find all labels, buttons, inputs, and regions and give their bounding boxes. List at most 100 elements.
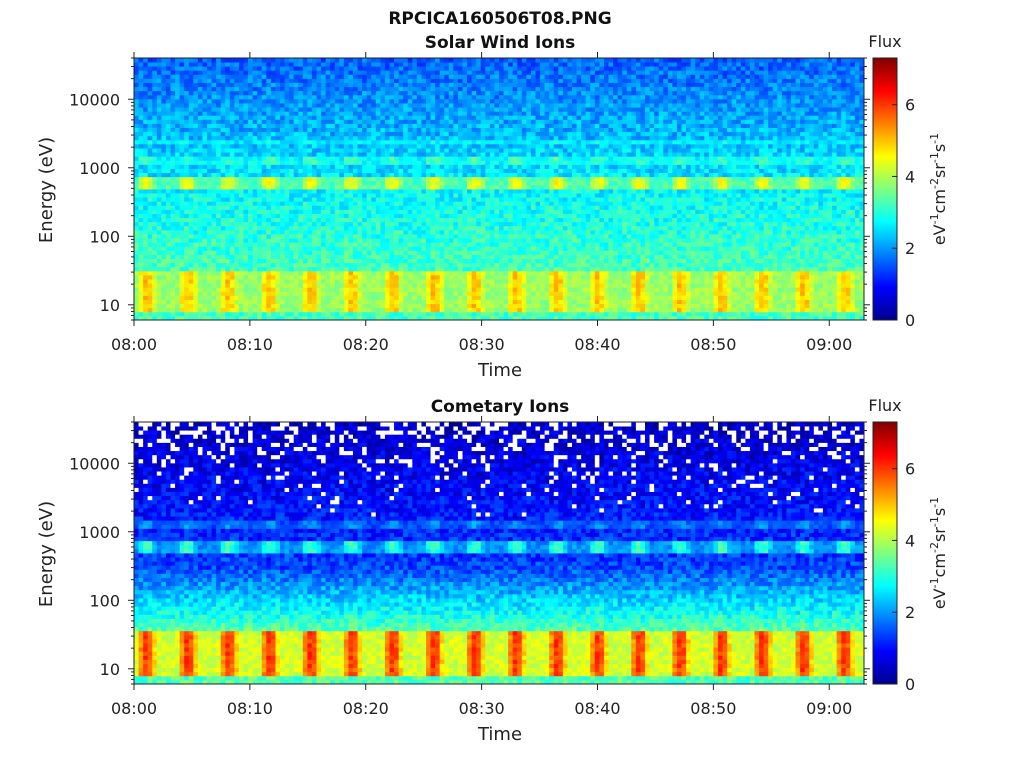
heatmap-cell	[526, 295, 532, 300]
heatmap-cell	[353, 258, 358, 264]
heatmap-cell	[859, 225, 865, 231]
heatmap-cell	[298, 250, 304, 255]
heatmap-cell	[672, 274, 678, 280]
heatmap-cell	[603, 201, 609, 206]
heatmap-cell	[448, 315, 454, 321]
heatmap-cell	[640, 303, 646, 309]
heatmap-cell	[398, 258, 404, 264]
heatmap-cell	[179, 217, 185, 223]
heatmap-cell	[403, 213, 409, 219]
heatmap-cell	[448, 229, 454, 235]
heatmap-cell	[699, 246, 705, 251]
heatmap-cell	[394, 283, 400, 288]
heatmap-cell	[781, 213, 787, 219]
heatmap-cell	[471, 291, 477, 296]
heatmap-cell	[152, 303, 158, 309]
heatmap-cell	[211, 266, 217, 272]
heatmap-cell	[471, 197, 477, 202]
heatmap-cell	[663, 205, 669, 210]
heatmap-cell	[152, 262, 158, 268]
heatmap-cell	[375, 279, 381, 284]
heatmap-cell	[467, 234, 473, 239]
heatmap-cell	[576, 254, 582, 259]
heatmap-cell	[667, 234, 673, 239]
heatmap-cell	[859, 279, 865, 284]
heatmap-cell	[175, 242, 181, 247]
heatmap-cell	[809, 270, 815, 276]
heatmap-cell	[316, 299, 322, 305]
heatmap-cell	[585, 209, 591, 214]
heatmap-cell	[161, 250, 167, 255]
heatmap-cell	[330, 270, 336, 276]
heatmap-cell	[590, 197, 596, 202]
heatmap-cell	[161, 279, 167, 284]
heatmap-cell	[334, 254, 340, 259]
heatmap-cell	[572, 258, 577, 264]
heatmap-cell	[672, 287, 678, 292]
heatmap-cell	[165, 254, 171, 259]
heatmap-cell	[731, 213, 737, 219]
heatmap-cell	[800, 262, 806, 268]
heatmap-cell	[485, 254, 491, 259]
heatmap-cell	[795, 213, 801, 219]
heatmap-cell	[444, 258, 450, 264]
heatmap-cell	[617, 229, 623, 235]
heatmap-cell	[631, 291, 637, 296]
heatmap-cell	[708, 238, 714, 243]
heatmap-cell	[567, 315, 573, 321]
heatmap-cell	[448, 287, 454, 292]
heatmap-cell	[348, 209, 354, 214]
heatmap-cell	[713, 315, 719, 321]
heatmap-cell	[512, 262, 518, 268]
heatmap-cell	[845, 311, 851, 317]
heatmap-cell	[672, 303, 678, 309]
heatmap-cell	[854, 217, 860, 223]
heatmap-cell	[266, 279, 272, 284]
heatmap-cell	[398, 307, 404, 313]
heatmap-cell	[325, 238, 331, 243]
heatmap-cell	[722, 299, 728, 305]
heatmap-cell	[480, 238, 486, 243]
heatmap-cell	[749, 225, 755, 231]
heatmap-cell	[626, 283, 632, 288]
heatmap-cell	[535, 242, 541, 247]
heatmap-cell	[207, 266, 212, 272]
heatmap-cell	[252, 209, 258, 214]
heatmap-cell	[398, 262, 404, 268]
heatmap-cell	[640, 270, 646, 276]
heatmap-cell	[585, 274, 591, 280]
heatmap-cell	[188, 270, 194, 276]
heatmap-cell	[676, 209, 682, 214]
heatmap-cell	[818, 250, 824, 255]
heatmap-cell	[156, 193, 162, 198]
heatmap-cell	[786, 311, 792, 317]
heatmap-cell	[494, 246, 500, 251]
heatmap-cell	[654, 205, 660, 210]
heatmap-cell	[453, 229, 459, 235]
heatmap-cell	[307, 193, 313, 198]
heatmap-cell	[243, 287, 249, 292]
heatmap-cell	[444, 287, 450, 292]
heatmap-cell	[654, 295, 660, 300]
heatmap-cell	[339, 307, 345, 313]
heatmap-cell	[138, 246, 144, 251]
heatmap-cell	[476, 205, 482, 210]
heatmap-cell	[617, 299, 623, 305]
heatmap-cell	[184, 250, 190, 255]
heatmap-cell	[567, 205, 573, 210]
heatmap-cell	[499, 270, 504, 276]
heatmap-cell	[804, 299, 810, 305]
heatmap-cell	[699, 266, 705, 272]
heatmap-cell	[640, 266, 646, 272]
heatmap-cell	[576, 311, 582, 317]
heatmap-cell	[526, 205, 532, 210]
heatmap-cell	[813, 258, 819, 264]
heatmap-cell	[416, 279, 422, 284]
heatmap-cell	[389, 258, 395, 264]
heatmap-cell	[699, 274, 705, 280]
heatmap-cell	[813, 246, 819, 251]
heatmap-cell	[407, 295, 413, 300]
heatmap-cell	[594, 242, 600, 247]
heatmap-cell	[280, 217, 285, 223]
heatmap-cell	[786, 291, 792, 296]
